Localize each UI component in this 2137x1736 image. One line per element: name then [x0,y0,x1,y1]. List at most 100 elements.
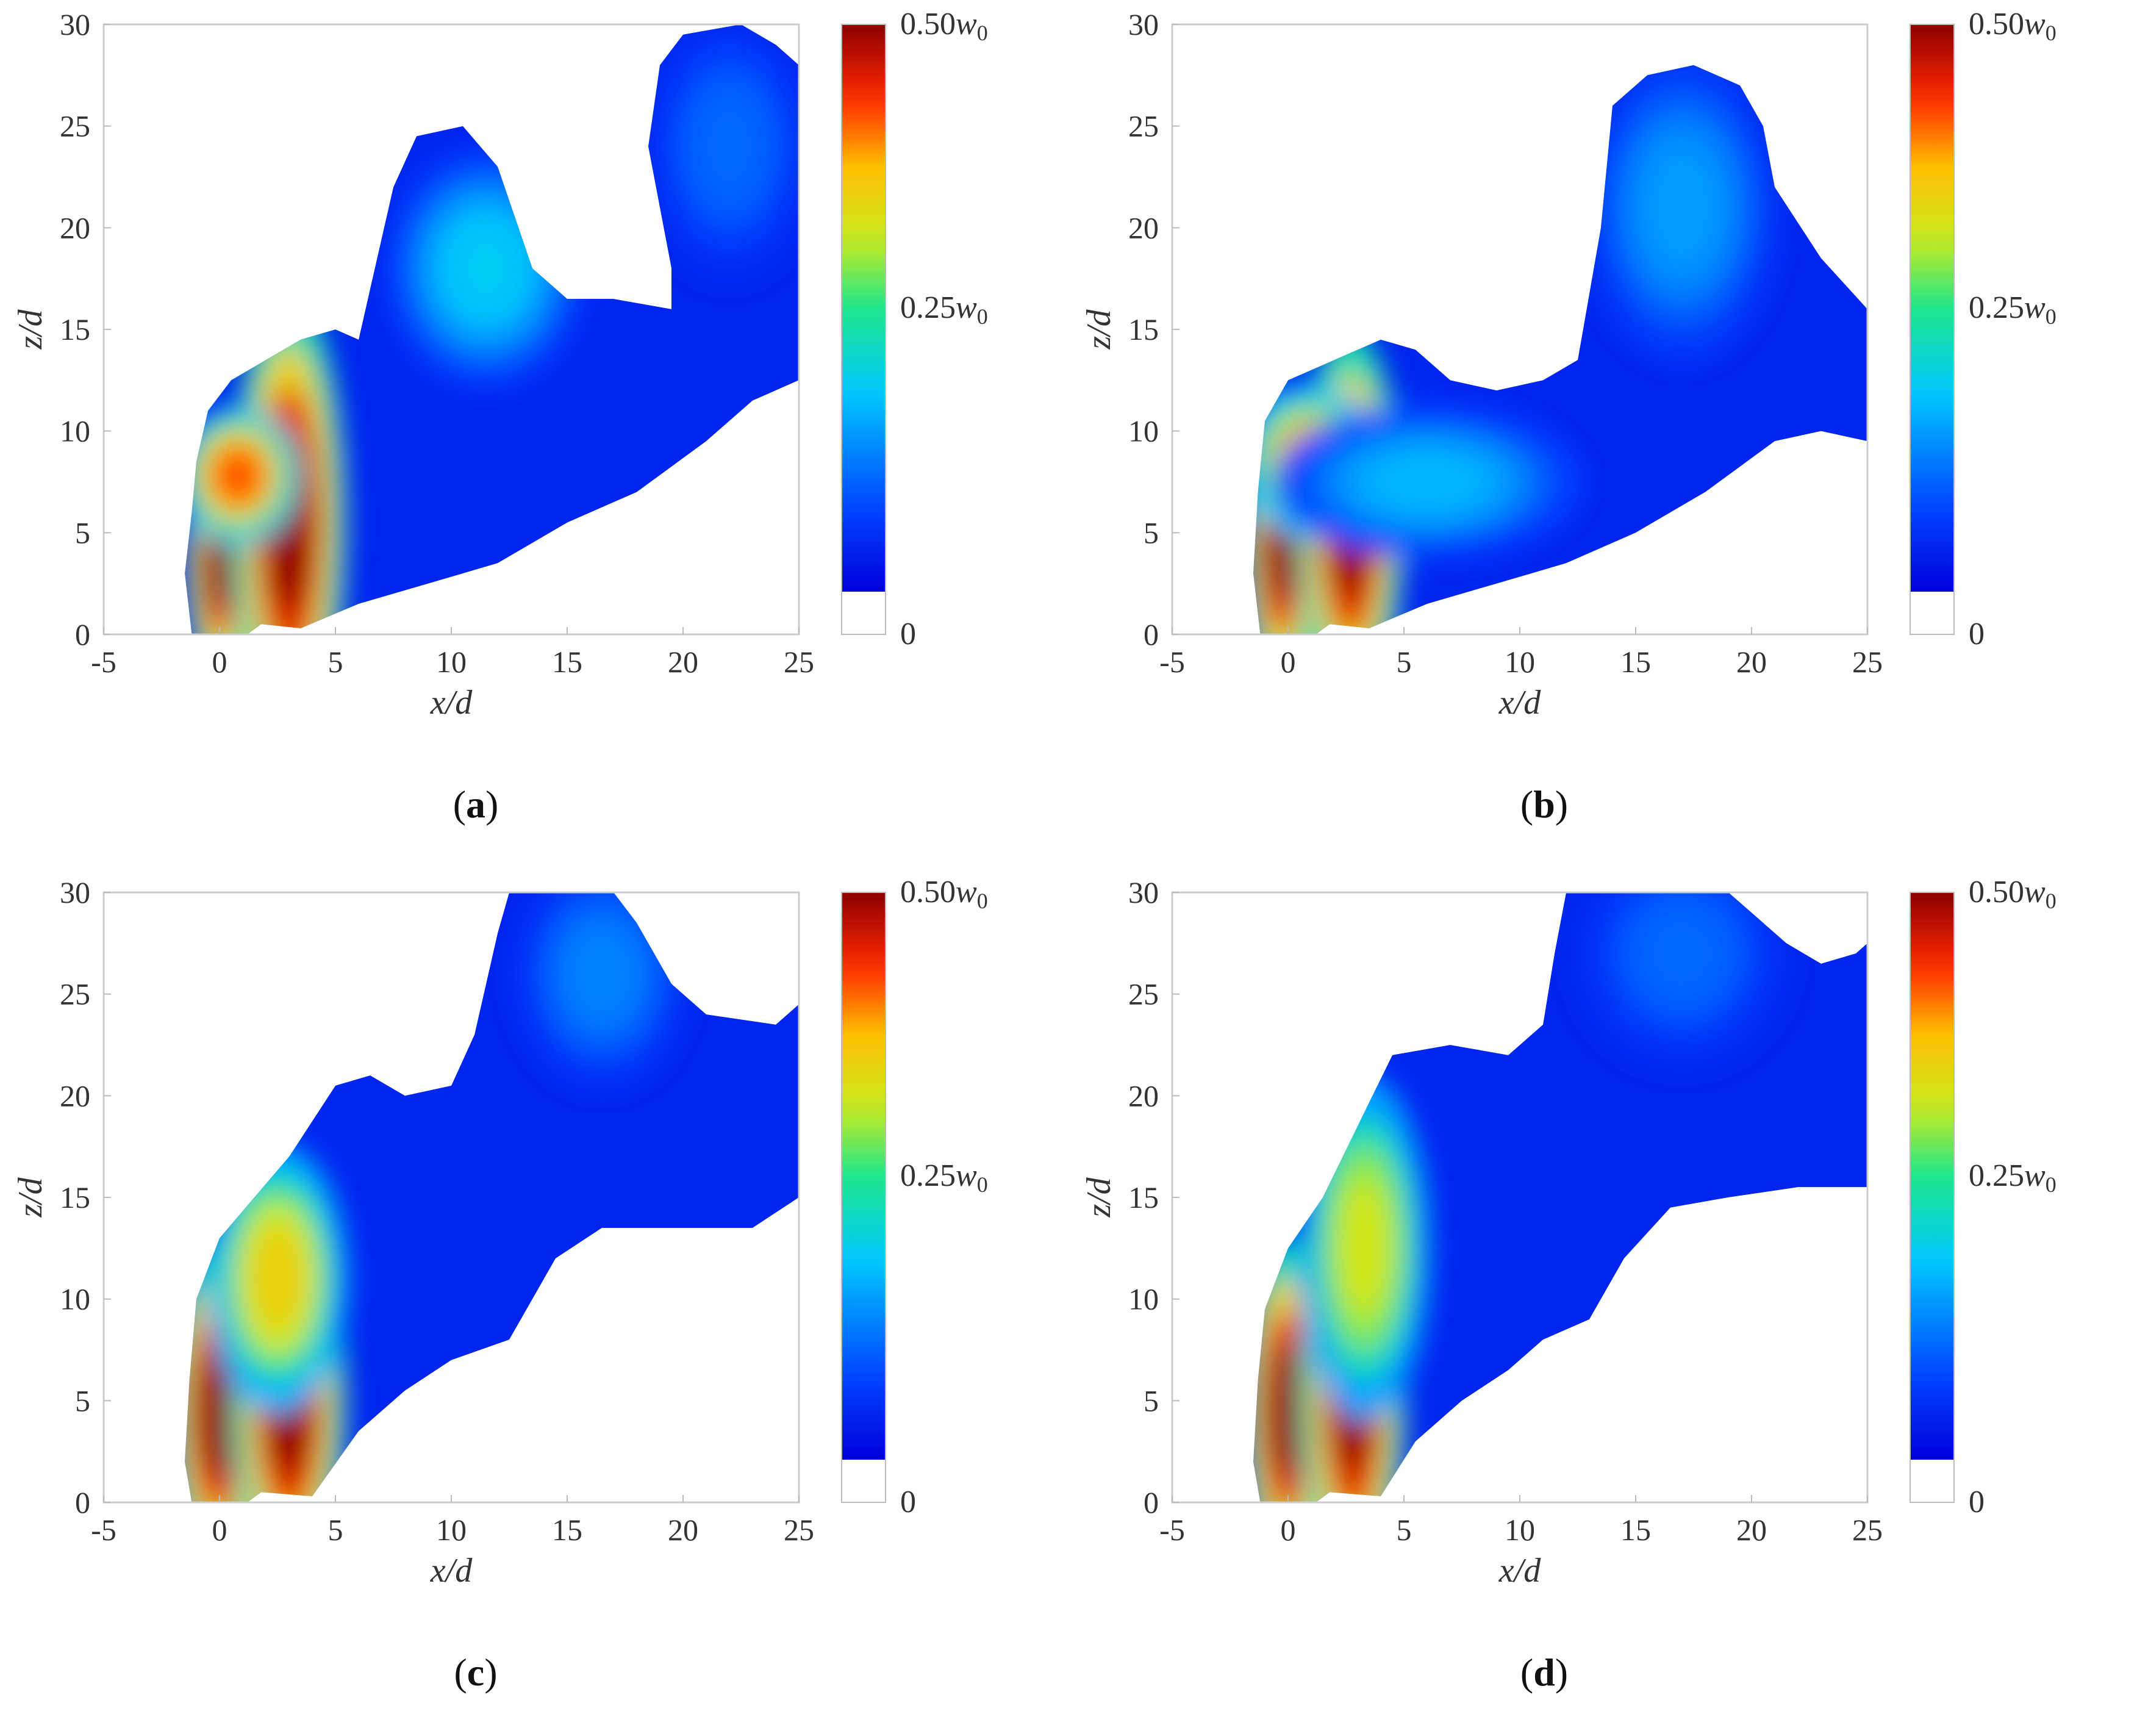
heatmap-svg: -5 0 5 10 15 20 25051015202530x/dz/d0.50w00.25… [1080,7,2056,826]
y-axis-label: z/d [1080,309,1118,350]
y-tick-label: 20 [60,1078,90,1113]
panel-label: (a) [453,783,499,826]
x-tick-label: 10 [1505,645,1535,679]
panel-label: (c) [454,1651,497,1694]
velocity-field [185,24,799,634]
y-tick-label: 5 [75,1383,90,1418]
plume-4 [695,93,764,200]
colorbar-gradient [842,892,886,1460]
y-tick-label: 30 [60,875,90,909]
colorbar-label: 0 [1969,1485,1985,1519]
x-tick-label: 25 [784,645,814,679]
x-tick-label: 10 [436,645,467,679]
y-tick-label: 20 [1128,1078,1159,1113]
colorbar-gradient [1910,892,1954,1460]
colorbar-label: 0.25w0 [900,290,988,329]
plume-3 [448,223,524,314]
colorbar-frame [841,24,886,635]
y-tick-label: 0 [75,1485,90,1519]
y-axis-label: z/d [12,1177,49,1218]
colorbar-zero-band [842,592,886,634]
x-tick-label: 25 [1852,1513,1883,1547]
plume-3 [1366,451,1488,512]
x-axis-label: x/d [430,684,473,722]
y-axis-label: z/d [1080,1177,1118,1218]
colorbar-frame [1910,892,1955,1503]
x-tick-label: 0 [1281,645,1296,679]
y-tick-label: 5 [1144,515,1159,550]
x-tick-label: 20 [1736,645,1767,679]
y-tick-label: 10 [60,414,90,448]
x-tick-label: -5 [1159,1513,1185,1547]
x-tick-label: 5 [1397,645,1412,679]
panel-a: -5 0 5 10 15 20 25 0 5 10 15 20 25 30 x/d z/d 0.50w0 0.25… [0,0,1068,868]
y-tick-label: 5 [1144,1383,1159,1418]
colorbar-label: 0 [1969,617,1985,651]
colorbar [841,892,886,1503]
colorbar-gradient [1910,24,1954,592]
colorbar-label: 0.25w0 [900,1158,988,1197]
y-tick-label: 15 [60,1180,90,1214]
colorbar-zero-band [842,1460,886,1502]
plume-4 [1644,146,1720,268]
x-tick-label: 15 [1620,645,1651,679]
panel-label: (b) [1520,783,1568,826]
x-tick-label: 20 [1736,1513,1767,1547]
y-tick-label: 0 [1144,617,1159,651]
colorbar-label: 0 [900,1485,916,1519]
x-tick-label: 25 [784,1513,814,1547]
colorbar-gradient [842,24,886,592]
y-tick-label: 20 [1128,210,1159,245]
x-axis-label: x/d [1498,1552,1541,1590]
y-tick-label: 25 [60,977,90,1011]
heatmap-svg: -5 0 5 10 15 20 25051015202530x/dz/d0.50w00.25… [1080,875,2056,1694]
y-tick-label: 15 [1128,312,1159,346]
y-tick-label: 25 [1128,977,1159,1011]
colorbar-label: 0.50w0 [900,875,988,913]
x-tick-label: 15 [552,1513,582,1547]
y-tick-label: 15 [60,312,90,346]
plume-0 [1268,1342,1303,1480]
colorbar-frame [841,892,886,1503]
x-tick-label: 0 [212,645,227,679]
heatmap-svg: -5 0 5 10 15 20 25051015202530x/dz/d0.50w00.25… [12,875,988,1694]
colorbar-zero-band [1910,592,1954,634]
x-tick-label: 10 [1505,1513,1535,1547]
y-tick-label: 5 [75,515,90,550]
colorbar-label: 0.50w0 [900,7,988,45]
colorbar-label: 0.25w0 [1969,1158,2056,1197]
x-tick-label: 20 [668,645,698,679]
x-tick-label: -5 [91,1513,116,1547]
y-tick-label: 10 [1128,1282,1159,1316]
x-tick-label: 0 [212,1513,227,1547]
y-tick-label: 30 [1128,7,1159,41]
colorbar-label: 0.50w0 [1969,875,2056,913]
y-tick-label: 0 [1144,1485,1159,1519]
plume-0 [198,1342,237,1480]
x-tick-label: 5 [1397,1513,1412,1547]
y-tick-label: 0 [75,617,90,651]
plume-2 [213,448,263,503]
colorbar-label: 0.25w0 [1969,290,2056,329]
x-tick-label: 5 [328,645,343,679]
x-tick-label: 10 [436,1513,467,1547]
x-tick-label: 15 [552,645,582,679]
y-tick-label: 30 [60,7,90,41]
plume-3 [567,928,637,1020]
colorbar-label: 0 [900,617,916,651]
panel-d: -5 0 5 10 15 20 25 0 5 10 15 20 25 30 x/d z/d 0.50w0 0.25… [1068,868,2137,1736]
y-tick-label: 30 [1128,875,1159,909]
colorbar-label: 0.50w0 [1969,7,2056,45]
colorbar [1910,892,1955,1503]
y-tick-label: 25 [1128,109,1159,143]
y-tick-label: 15 [1128,1180,1159,1214]
colorbar-frame [1910,24,1955,635]
y-tick-label: 25 [60,109,90,143]
x-tick-label: 0 [1281,1513,1296,1547]
y-tick-label: 20 [60,210,90,245]
y-axis-label: z/d [12,309,49,350]
velocity-field [1253,892,1867,1502]
x-axis-label: x/d [430,1552,473,1590]
heatmap-svg: -5 0 5 10 15 20 25051015202530x/dz/d0.50w00.25… [12,7,988,826]
y-tick-label: 10 [60,1282,90,1316]
